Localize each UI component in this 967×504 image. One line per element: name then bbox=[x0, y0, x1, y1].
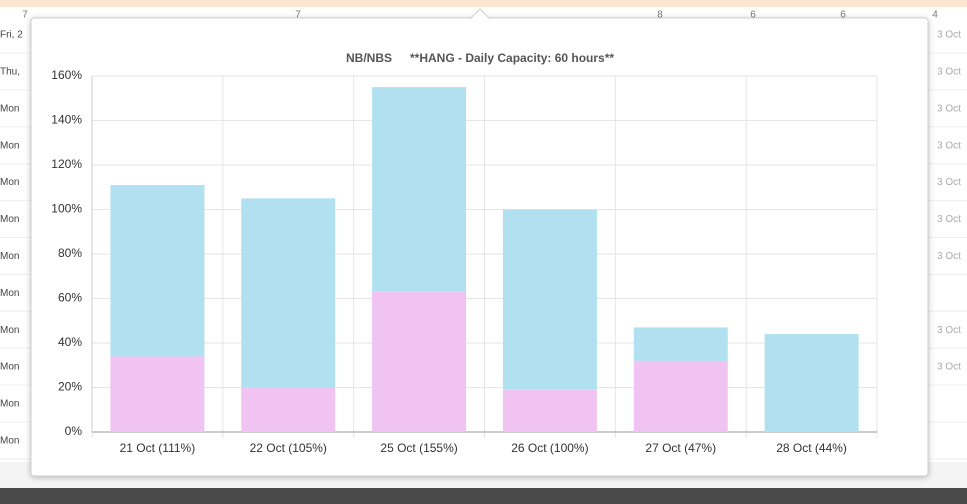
x-tick-label: 28 Oct (44%) bbox=[776, 441, 847, 455]
row-label: Mon bbox=[0, 362, 19, 373]
y-tick-label: 80% bbox=[58, 246, 82, 260]
chart-title: NB/NBS bbox=[346, 51, 392, 65]
row-date: 3 Oct bbox=[937, 140, 961, 151]
row-label: Mon bbox=[0, 288, 19, 299]
y-tick-label: 160% bbox=[51, 68, 82, 82]
row-date: 3 Oct bbox=[937, 251, 961, 262]
header-number: 4 bbox=[932, 10, 938, 21]
x-tick-label: 25 Oct (155%) bbox=[380, 441, 457, 455]
bar-segment bbox=[241, 387, 336, 432]
header-number: 7 bbox=[22, 10, 28, 21]
x-tick-label: 26 Oct (100%) bbox=[511, 441, 588, 455]
bar-segment bbox=[502, 389, 597, 432]
plot: 0% 20% 40% 60% 80% 100% 120% 140% 160% 21 Oct (11… bbox=[51, 68, 878, 455]
header-number: 8 bbox=[657, 10, 663, 21]
popup-pointer bbox=[469, 8, 491, 20]
row-label: Mon bbox=[0, 399, 19, 410]
row-label: Mon bbox=[0, 436, 19, 447]
y-tick-label: 140% bbox=[51, 113, 82, 127]
chart-subtitle: **HANG - Daily Capacity: 60 hours** bbox=[410, 51, 614, 65]
bar-segment bbox=[110, 185, 205, 357]
popup-pointer-cover bbox=[471, 18, 489, 20]
row-label: Mon bbox=[0, 251, 19, 262]
y-tick-label: 120% bbox=[51, 157, 82, 171]
row-date: 3 Oct bbox=[937, 103, 961, 114]
x-tick-label: 21 Oct (111%) bbox=[120, 441, 196, 455]
row-date: 3 Oct bbox=[937, 325, 961, 336]
y-tick-label: 100% bbox=[51, 202, 82, 216]
y-tick-label: 0% bbox=[65, 424, 83, 438]
row-date: 3 Oct bbox=[937, 177, 961, 188]
row-label: Mon bbox=[0, 325, 19, 336]
bar-segment bbox=[502, 209, 597, 390]
bar-segment bbox=[110, 356, 205, 432]
bar-segment bbox=[372, 291, 467, 432]
header-number: 7 bbox=[295, 10, 301, 21]
row-label: Fri, 2 bbox=[0, 30, 23, 41]
row-label: Mon bbox=[0, 214, 19, 225]
row-label: Mon bbox=[0, 140, 19, 151]
bar-segment bbox=[372, 87, 467, 292]
row-date: 3 Oct bbox=[937, 67, 961, 78]
header-number: 6 bbox=[840, 10, 846, 21]
row-date: 3 Oct bbox=[937, 362, 961, 373]
bar-segment bbox=[633, 327, 728, 361]
x-tick-label: 22 Oct (105%) bbox=[250, 441, 327, 455]
bottom-bar bbox=[0, 488, 967, 504]
y-tick-label: 60% bbox=[58, 291, 82, 305]
row-label: Thu, bbox=[0, 67, 20, 78]
row-date: 3 Oct bbox=[937, 214, 961, 225]
header-row bbox=[0, 0, 967, 7]
y-tick-label: 20% bbox=[58, 380, 82, 394]
bar-segment bbox=[241, 198, 336, 388]
bar-segment bbox=[633, 360, 728, 432]
bar-segment bbox=[764, 334, 859, 432]
x-tick-label: 27 Oct (47%) bbox=[645, 441, 716, 455]
y-tick-label: 40% bbox=[58, 335, 82, 349]
header-number: 6 bbox=[750, 10, 756, 21]
row-label: Mon bbox=[0, 177, 19, 188]
row-label: Mon bbox=[0, 103, 19, 114]
row-date: 3 Oct bbox=[937, 30, 961, 41]
